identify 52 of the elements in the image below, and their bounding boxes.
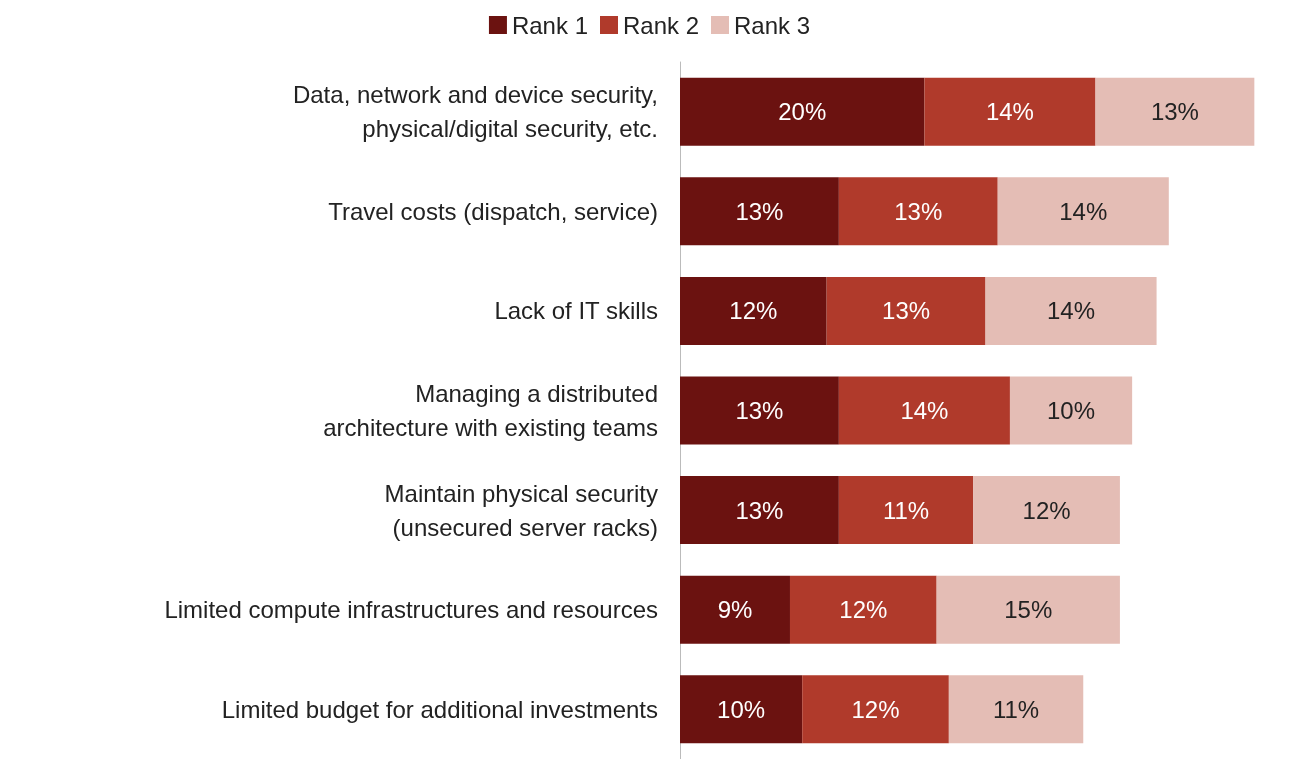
bar xyxy=(997,177,1169,246)
legend-label: Rank 3 xyxy=(734,11,811,39)
data-label: 13% xyxy=(735,496,784,524)
data-label: 10% xyxy=(717,695,766,723)
data-label: 20% xyxy=(778,98,827,126)
data-label: 13% xyxy=(735,397,784,424)
bar xyxy=(680,77,925,146)
data-label: 15% xyxy=(1004,596,1053,624)
bar xyxy=(973,476,1120,545)
data-label: 12% xyxy=(851,695,900,723)
bar xyxy=(985,276,1157,345)
data-label: 9% xyxy=(717,596,753,624)
y-tick-label: Managing a distributed architecture with existing teams xyxy=(323,380,658,441)
data-label: 11% xyxy=(882,496,930,524)
bar xyxy=(680,376,839,445)
bar xyxy=(680,476,839,545)
data-label: 14% xyxy=(1059,197,1108,225)
data-label: 12% xyxy=(1022,496,1071,524)
legend-label: Rank 2 xyxy=(622,11,700,39)
data-label: 14% xyxy=(985,98,1034,126)
bar xyxy=(680,575,790,644)
data-label: 12% xyxy=(839,596,888,624)
data-label: 14% xyxy=(1047,297,1096,325)
y-tick-label: Limited compute infrastructures and resources xyxy=(164,596,658,624)
y-tick-label: Travel costs (dispatch, service) xyxy=(328,197,658,225)
bar xyxy=(838,476,974,545)
bar xyxy=(789,575,937,644)
bar xyxy=(838,177,998,246)
bar xyxy=(948,675,1084,744)
bar xyxy=(1095,77,1255,146)
bar xyxy=(680,177,839,246)
data-label: 13% xyxy=(894,197,943,225)
data-label: 13% xyxy=(735,197,784,225)
data-label: 14% xyxy=(900,397,949,424)
bar xyxy=(680,675,803,744)
bar xyxy=(838,376,1010,445)
data-label: 11% xyxy=(992,695,1040,723)
bar xyxy=(924,77,1096,146)
y-tick-label: Lack of IT skills xyxy=(494,297,658,325)
data-label: 12% xyxy=(729,297,778,325)
y-tick-label: Limited budget for additional investments xyxy=(221,695,658,723)
bar xyxy=(802,675,949,744)
bar xyxy=(936,575,1120,644)
y-tick-label: Maintain physical security (unsecured server racks) xyxy=(384,479,658,541)
bar xyxy=(826,276,986,345)
data-label: 10% xyxy=(1047,397,1096,424)
bar xyxy=(1009,376,1133,445)
bar xyxy=(680,276,827,345)
data-label: 13% xyxy=(882,297,931,325)
data-label: 13% xyxy=(1150,98,1199,126)
y-tick-label: Data, network and device security, physical/digital security, etc. xyxy=(292,81,658,143)
legend-label: Rank 1 xyxy=(511,11,588,39)
